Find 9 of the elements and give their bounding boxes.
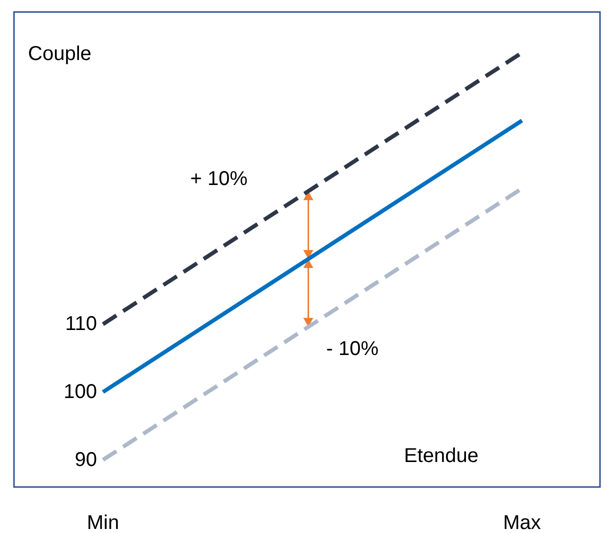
annotation: + 10%: [190, 168, 248, 190]
x-tick-label: Max: [503, 512, 541, 533]
y-tick-label: 100: [64, 381, 97, 403]
x-axis-title: Etendue: [404, 445, 479, 467]
x-tick-label: Min: [86, 512, 120, 533]
y-tick-label: 90: [74, 448, 97, 471]
annotation: - 10%: [326, 338, 379, 360]
y-tick-label: 110: [65, 313, 97, 336]
y-axis-title: Couple: [28, 43, 92, 65]
